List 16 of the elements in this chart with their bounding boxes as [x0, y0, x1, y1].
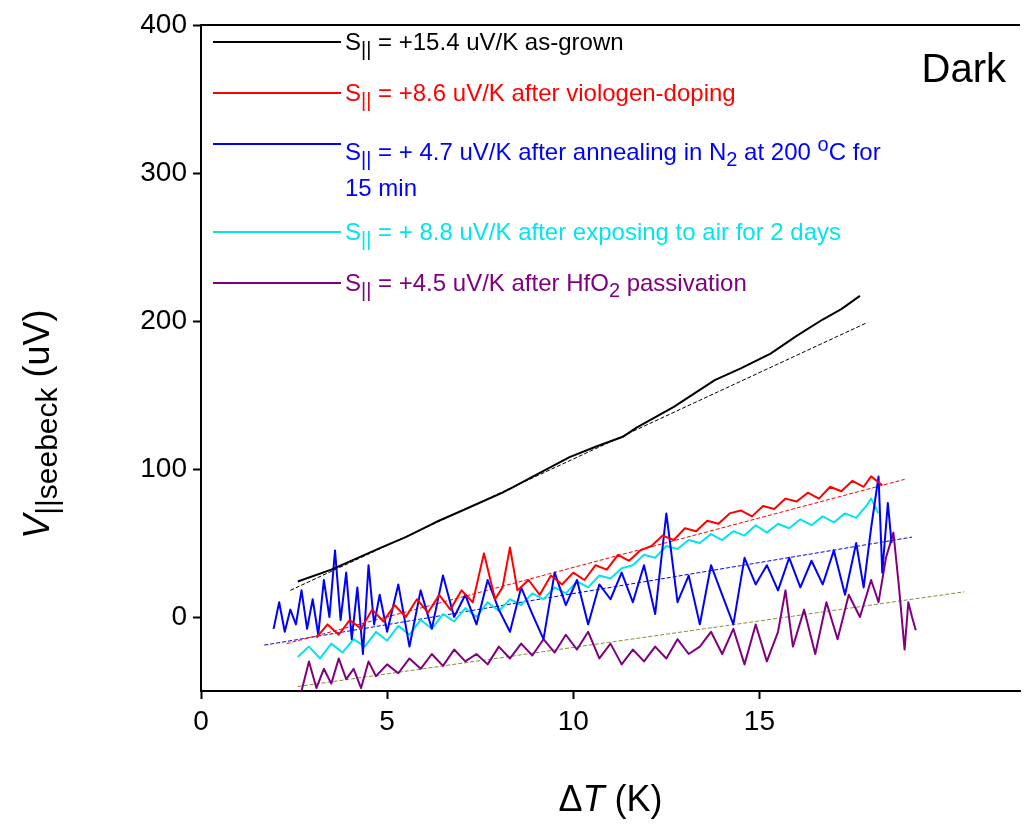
text: S$_{||}$ = +4.5 uV/K after HfO$_{2}$ passivation: [345, 268, 748, 303]
x-axis-title: ΔT (K): [557, 778, 664, 820]
y-tick-label: 200: [140, 303, 187, 335]
x-tick-label: 0: [193, 704, 209, 736]
text: S$_{||}$ = + 8.8 uV/K after exposing to air for 2 days: [345, 217, 842, 253]
x-tick-label: 5: [379, 704, 395, 736]
y-tick-label: 0: [171, 599, 187, 631]
x-tick-label: 15: [743, 704, 775, 736]
text: S$_{||}$ = + 4.7 uV/K after annealing in N$_{2}$ at 200 $^{o}$C for 15 min: [345, 132, 881, 202]
text: S$_{||}$ = +8.6 uV/K after viologen-doping: [345, 77, 737, 113]
text: S$_{||}$ = +15.4 uV/K as-grown: [345, 27, 625, 62]
x-tick-label: 10: [557, 704, 589, 736]
annotation: Dark: [921, 46, 1006, 91]
y-tick-label: 300: [140, 155, 187, 187]
y-tick-label: 100: [140, 451, 187, 483]
y-tick-label: 400: [140, 7, 187, 39]
